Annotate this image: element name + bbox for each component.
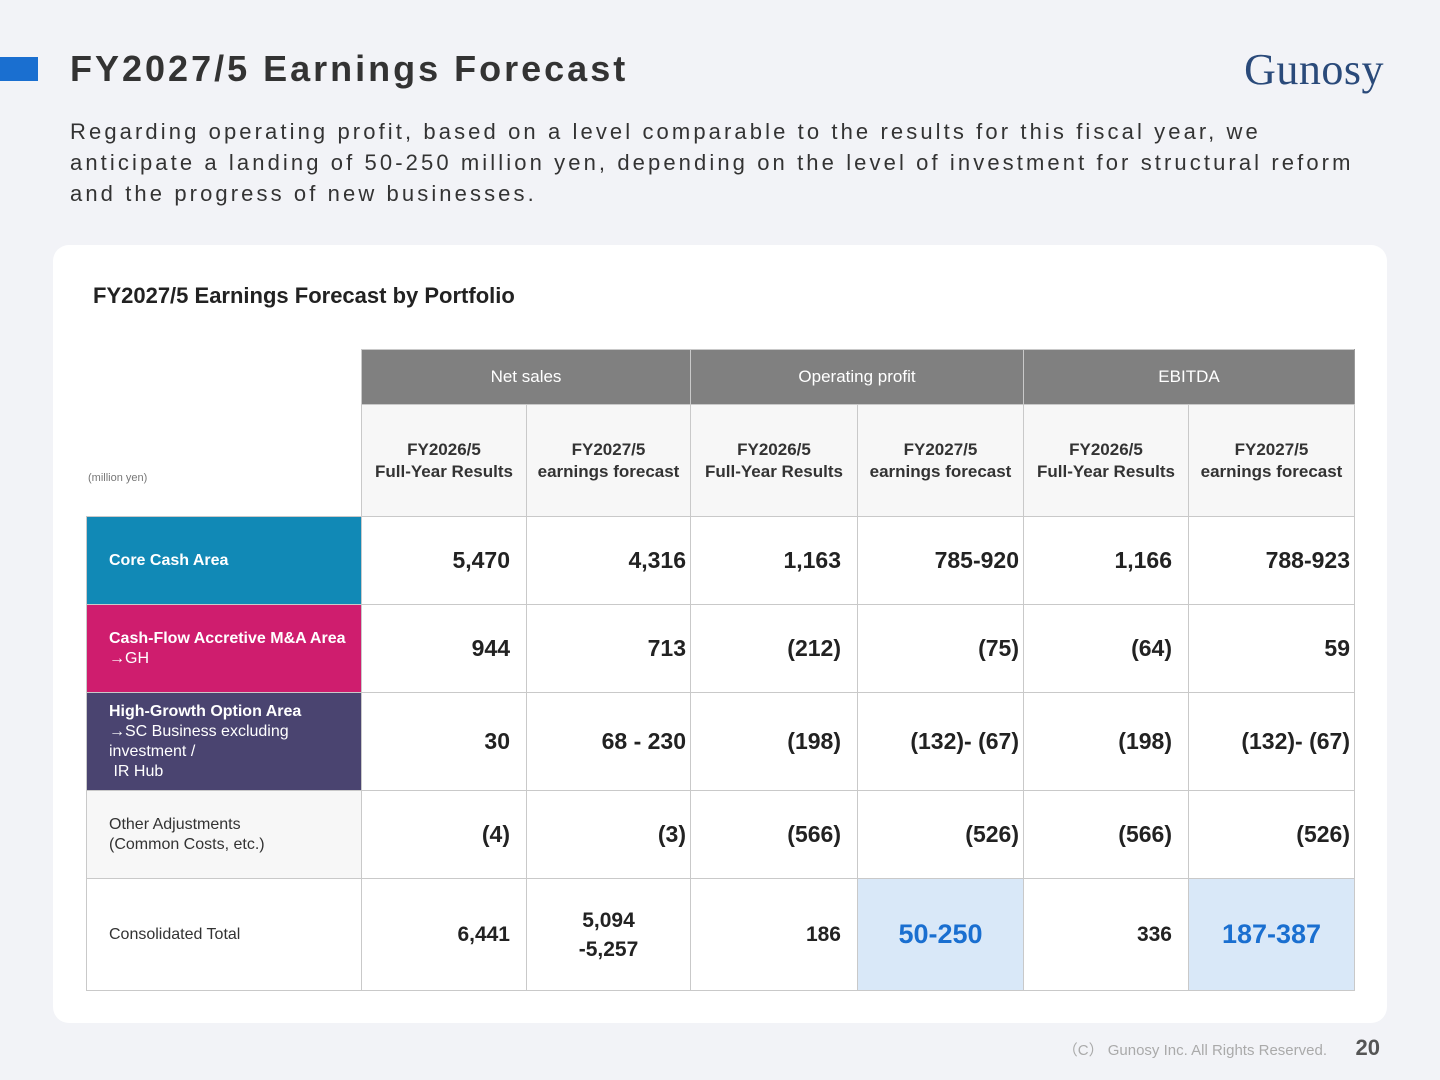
table-cell: (526) — [857, 790, 1024, 879]
sub-header: FY2026/5 Full-Year Results — [1023, 404, 1189, 517]
table-cell: (198) — [690, 692, 858, 791]
table-cell: (132)- (67) — [857, 692, 1024, 791]
page-number: 20 — [1355, 1035, 1380, 1060]
table-row-other-adjustments: Other Adjustments (Common Costs, etc.) (4… — [86, 790, 1355, 879]
table-cell: (132)- (67) — [1188, 692, 1355, 791]
row-label: Consolidated Total — [86, 878, 362, 991]
sub-header: FY2027/5 earnings forecast — [1188, 404, 1355, 517]
table-row-consolidated-total: Consolidated Total 6,441 5,094 -5,257 186… — [86, 878, 1355, 991]
group-header-row: Net sales Operating profit EBITDA — [87, 349, 1355, 405]
table-cell: 68 - 230 — [526, 692, 691, 791]
table-cell: 336 — [1023, 878, 1189, 991]
table-row-core-cash: Core Cash Area 5,470 4,316 1,163 785-920… — [86, 516, 1355, 605]
table-cell: 788-923 — [1188, 516, 1355, 605]
table-cell: (526) — [1188, 790, 1355, 879]
row-label: Other Adjustments (Common Costs, etc.) — [86, 790, 362, 879]
table-cell: (75) — [857, 604, 1024, 693]
group-ebitda: EBITDA — [1023, 349, 1355, 405]
row-label: High-Growth Option Area →SC Business excl… — [86, 692, 362, 791]
header-blank — [87, 350, 362, 405]
row-label: Cash-Flow Accretive M&A Area →GH — [86, 604, 362, 693]
card-title: FY2027/5 Earnings Forecast by Portfolio — [93, 283, 515, 308]
table-cell: 30 — [361, 692, 527, 791]
forecast-table: Net sales Operating profit EBITDA FY2026… — [86, 349, 1355, 991]
table-cell: 1,166 — [1023, 516, 1189, 605]
table-cell: (4) — [361, 790, 527, 879]
table-cell: 5,470 — [361, 516, 527, 605]
table-cell: 713 — [526, 604, 691, 693]
sub-header: FY2026/5 Full-Year Results — [361, 404, 527, 517]
lead-text: Regarding operating profit, based on a l… — [70, 119, 1354, 206]
header-blank — [87, 405, 362, 517]
table-cell: 4,316 — [526, 516, 691, 605]
table-cell: (3) — [526, 790, 691, 879]
group-net-sales: Net sales — [361, 349, 691, 405]
table-cell: 1,163 — [690, 516, 858, 605]
table-cell: 6,441 — [361, 878, 527, 991]
table-cell: 59 — [1188, 604, 1355, 693]
table-cell: (64) — [1023, 604, 1189, 693]
page-title: FY2027/5 Earnings Forecast — [70, 48, 629, 89]
sub-header-row: FY2026/5 Full-Year Results FY2027/5 earnin… — [87, 404, 1355, 517]
gunosy-logo: Gunosy — [1244, 45, 1384, 94]
title-accent-bar — [0, 57, 38, 81]
table-row-high-growth: High-Growth Option Area →SC Business excl… — [86, 692, 1355, 791]
table-row-ma: Cash-Flow Accretive M&A Area →GH 944 713 … — [86, 604, 1355, 693]
highlight-cell-op-forecast: 50-250 — [857, 878, 1024, 991]
table-cell: 944 — [361, 604, 527, 693]
copyright: （C） Gunosy Inc. All Rights Reserved. — [1062, 1042, 1327, 1059]
group-operating-profit: Operating profit — [690, 349, 1024, 405]
sub-header: FY2027/5 earnings forecast — [857, 404, 1024, 517]
table-cell: (566) — [690, 790, 858, 879]
table-cell: 785-920 — [857, 516, 1024, 605]
row-label: Core Cash Area — [86, 516, 362, 605]
table-cell: (198) — [1023, 692, 1189, 791]
table-cell: (566) — [1023, 790, 1189, 879]
table-cell: 186 — [690, 878, 858, 991]
table-cell: (212) — [690, 604, 858, 693]
sub-header: FY2027/5 earnings forecast — [526, 404, 691, 517]
table-cell: 5,094 -5,257 — [526, 878, 691, 991]
sub-header: FY2026/5 Full-Year Results — [690, 404, 858, 517]
unit-note: (million yen) — [88, 472, 148, 484]
forecast-card: FY2027/5 Earnings Forecast by Portfolio … — [53, 245, 1387, 1023]
highlight-cell-ebitda-forecast: 187-387 — [1188, 878, 1355, 991]
